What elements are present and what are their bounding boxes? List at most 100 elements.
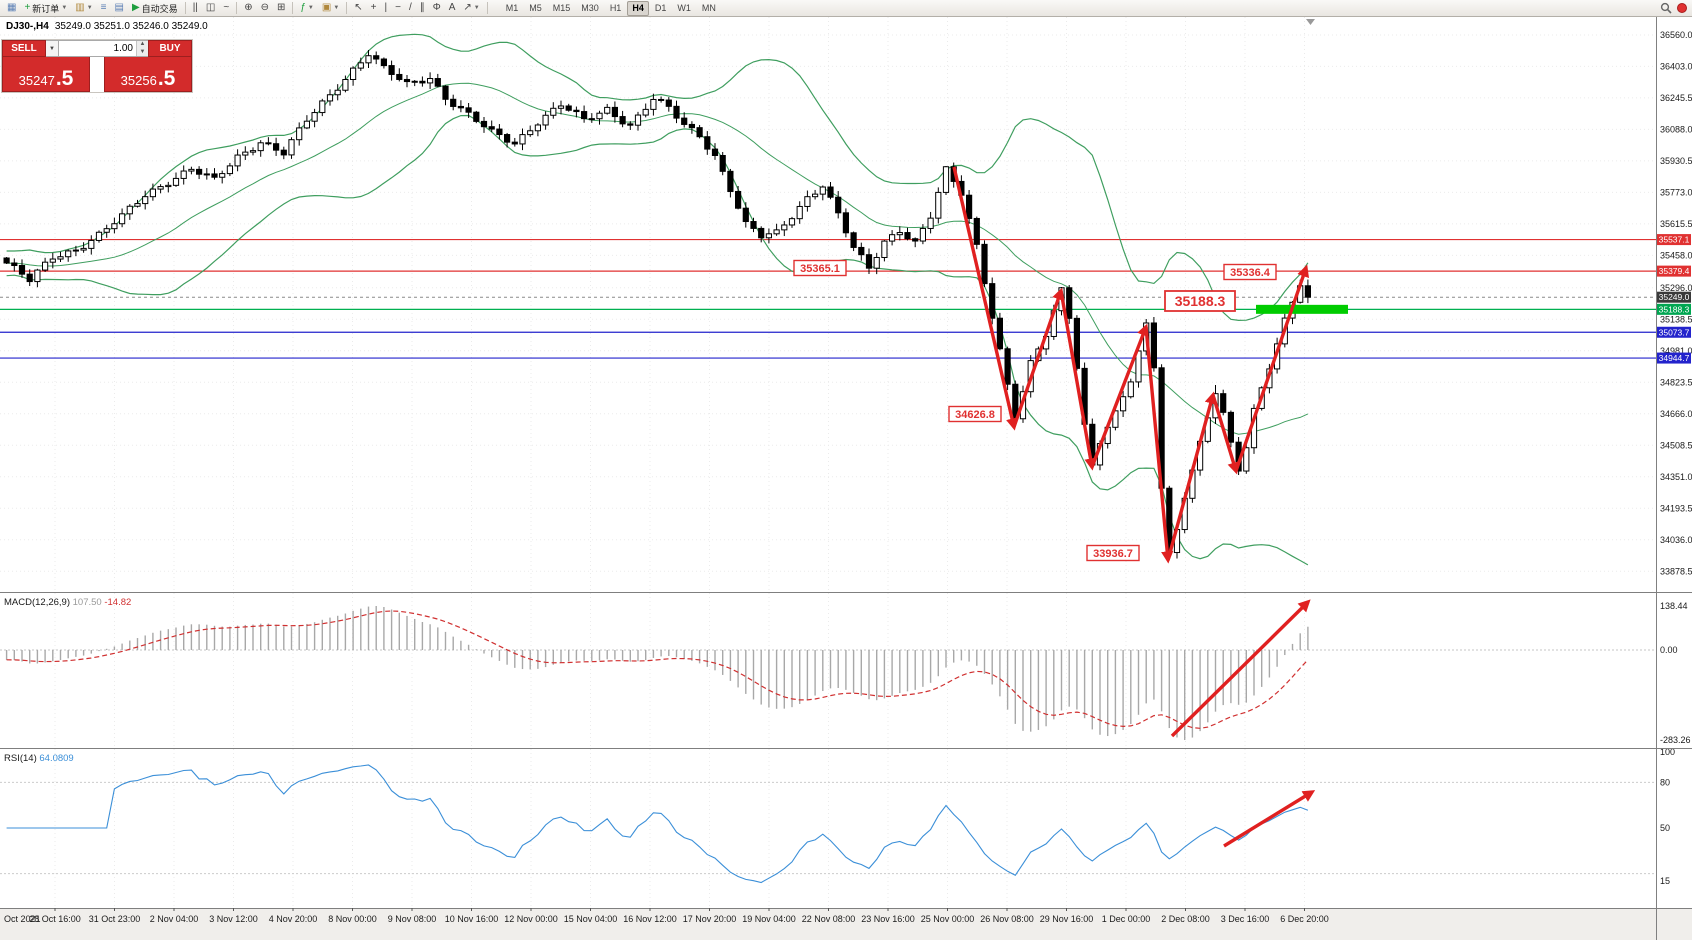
- svg-text:34351.0: 34351.0: [1660, 472, 1692, 482]
- sell-button[interactable]: SELL: [2, 40, 46, 57]
- volume-stepper[interactable]: ▲ ▼: [136, 41, 148, 56]
- zoom-out-button[interactable]: ⊖: [257, 1, 273, 16]
- svg-text:35296.0: 35296.0: [1660, 283, 1692, 293]
- svg-text:36560.0: 36560.0: [1660, 30, 1692, 40]
- rsi-label: RSI(14) 64.0809: [4, 753, 74, 764]
- vertical-line-tool-button[interactable]: |: [381, 1, 392, 16]
- svg-text:34626.8: 34626.8: [955, 409, 995, 421]
- svg-text:2 Dec 08:00: 2 Dec 08:00: [1161, 914, 1210, 924]
- cursor-tool-button[interactable]: ↖: [350, 1, 366, 16]
- svg-text:2 Nov 04:00: 2 Nov 04:00: [150, 914, 199, 924]
- new-chart-button[interactable]: ▦: [3, 1, 20, 16]
- timeframe-M1[interactable]: M1: [505, 3, 519, 13]
- svg-text:36245.5: 36245.5: [1660, 93, 1692, 103]
- bar-chart-mode-icon: ||: [192, 2, 198, 13]
- new-chart-icon: ▦: [7, 2, 17, 13]
- svg-text:34981.0: 34981.0: [1660, 346, 1692, 356]
- sell-price-pip: .5: [55, 67, 74, 91]
- timeframe-MN[interactable]: MN: [701, 3, 716, 13]
- bar-chart-mode-button[interactable]: ||: [189, 1, 202, 16]
- timeframe-H4[interactable]: H4: [627, 0, 649, 16]
- zoom-in-button[interactable]: ⊕: [240, 1, 256, 16]
- trend-arrow-macd[interactable]: [1170, 599, 1311, 738]
- indicators-button[interactable]: ƒ ▼: [296, 1, 318, 16]
- timeframe-H1[interactable]: H1: [609, 3, 622, 13]
- svg-text:26 Nov 08:00: 26 Nov 08:00: [980, 914, 1034, 924]
- text-tool-button[interactable]: A: [445, 1, 460, 16]
- zoom-in-icon: ⊕: [244, 2, 253, 13]
- order-options-caret-icon[interactable]: ▼: [46, 40, 59, 57]
- volume-up-icon[interactable]: ▲: [137, 41, 148, 49]
- svg-text:0.00: 0.00: [1660, 645, 1678, 655]
- crosshair-tool-button[interactable]: +: [367, 1, 381, 16]
- macd-label: MACD(12,26,9) 107.50 -14.82: [4, 597, 131, 608]
- trend-arrows-main[interactable]: [952, 166, 1309, 564]
- new-order-button[interactable]: + 新订单 ▼: [20, 1, 71, 16]
- buy-button[interactable]: BUY: [148, 40, 192, 57]
- chevron-down-icon: ▼: [86, 5, 93, 11]
- symbol-period-label: DJ30-,H4: [6, 21, 49, 32]
- svg-text:25 Nov 00:00: 25 Nov 00:00: [921, 914, 975, 924]
- horizontal-line-tool-icon: −: [395, 2, 401, 13]
- timeframe-W1[interactable]: W1: [677, 3, 691, 13]
- svg-text:6 Dec 20:00: 6 Dec 20:00: [1280, 914, 1329, 924]
- volume-down-icon[interactable]: ▼: [137, 48, 148, 56]
- timeframe-M5[interactable]: M5: [529, 3, 542, 13]
- fibonacci-tool-button[interactable]: Φ: [429, 1, 445, 16]
- timeframe-D1[interactable]: D1: [654, 3, 667, 13]
- market-watch-button[interactable]: ≡: [97, 1, 111, 16]
- svg-text:34823.5: 34823.5: [1660, 377, 1692, 387]
- sell-price[interactable]: 35247 .5: [2, 57, 90, 92]
- new-order-icon: +: [24, 2, 31, 13]
- auto-trading-button[interactable]: ▶ 自动交易: [128, 1, 182, 16]
- svg-text:16 Nov 12:00: 16 Nov 12:00: [623, 914, 677, 924]
- candlestick-mode-button[interactable]: ◫: [202, 1, 219, 16]
- svg-text:15: 15: [1660, 876, 1670, 886]
- chevron-down-icon: ▼: [473, 5, 480, 11]
- chart-profiles-button[interactable]: ▥ ▼: [71, 1, 96, 16]
- svg-text:29 Nov 16:00: 29 Nov 16:00: [1040, 914, 1094, 924]
- tile-windows-button[interactable]: ⊞: [273, 1, 289, 16]
- svg-text:35379.4: 35379.4: [1659, 266, 1690, 276]
- rsi-indicator: [0, 764, 1656, 884]
- timeframe-M15[interactable]: M15: [552, 3, 571, 13]
- channel-tool-icon: ∥: [419, 2, 425, 13]
- notification-icon[interactable]: [1677, 3, 1687, 13]
- svg-text:35249.0: 35249.0: [1659, 292, 1690, 302]
- svg-text:3 Nov 12:00: 3 Nov 12:00: [209, 914, 258, 924]
- chart-background: [0, 17, 1692, 940]
- line-chart-mode-icon: ~: [223, 2, 230, 13]
- svg-text:35188.3: 35188.3: [1659, 304, 1690, 314]
- timeframe-M30[interactable]: M30: [581, 3, 599, 13]
- svg-text:31 Oct 23:00: 31 Oct 23:00: [89, 914, 141, 924]
- indicators-icon: ƒ: [300, 2, 306, 13]
- line-chart-mode-button[interactable]: ~: [219, 1, 233, 16]
- candlestick-mode-icon: ◫: [205, 2, 216, 13]
- horizontal-line-tool-button[interactable]: −: [391, 1, 405, 16]
- chart-shift-marker[interactable]: [1306, 19, 1315, 25]
- trendline-tool-button[interactable]: /: [405, 1, 416, 16]
- svg-text:100: 100: [1660, 747, 1675, 757]
- ohlc-values: 35249.0 35251.0 35246.0 35249.0: [54, 21, 208, 32]
- price-axis[interactable]: 36560.0 36403.0 36245.5 36088.0 35930.5 35773…: [1656, 17, 1692, 940]
- data-window-button[interactable]: ▤: [111, 1, 128, 16]
- price-annotations[interactable]: 35365.1 35336.4 35188.3 34626.8 33936.7: [793, 259, 1277, 562]
- price-gap: [90, 57, 104, 92]
- chevron-down-icon: ▼: [307, 5, 314, 11]
- arrows-tool-button[interactable]: ↗ ▼: [459, 1, 483, 16]
- channel-tool-button[interactable]: ∥: [416, 1, 429, 16]
- trend-arrow-rsi[interactable]: [1223, 790, 1316, 848]
- highlight-band[interactable]: [1256, 304, 1348, 314]
- crosshair-tool-icon: +: [370, 2, 377, 13]
- buy-price[interactable]: 35256 .5: [104, 57, 192, 92]
- svg-text:Oct 2021: Oct 2021: [4, 914, 41, 924]
- svg-text:35773.0: 35773.0: [1660, 187, 1692, 197]
- toolbar-separator: [184, 2, 186, 14]
- templates-button[interactable]: ▣ ▼: [318, 1, 343, 16]
- volume-input[interactable]: [59, 41, 136, 56]
- search-icon[interactable]: [1660, 2, 1672, 14]
- svg-text:34944.7: 34944.7: [1659, 353, 1690, 363]
- chart-ohlc-header: DJ30-,H4 35249.0 35251.0 35246.0 35249.0: [6, 21, 208, 32]
